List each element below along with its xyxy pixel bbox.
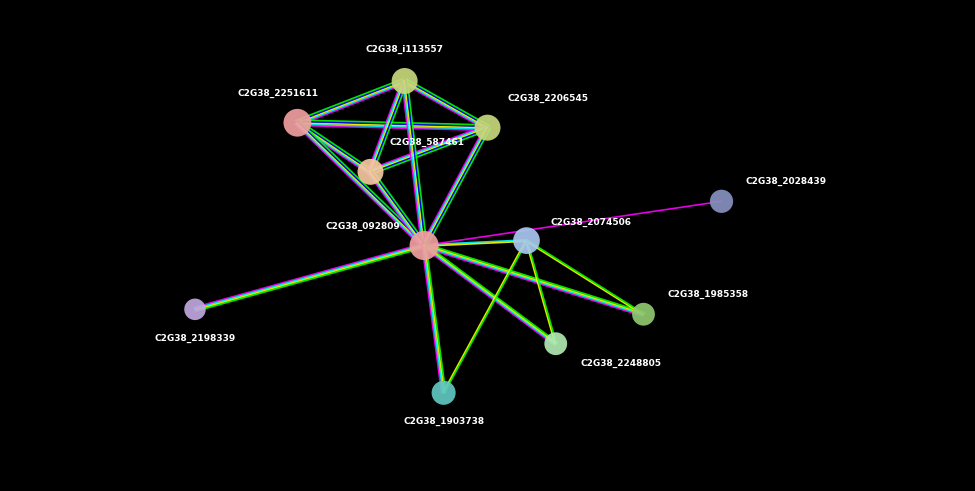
Text: C2G38_2028439: C2G38_2028439 <box>746 177 827 186</box>
Text: C2G38_092809: C2G38_092809 <box>325 222 400 231</box>
Point <box>290 119 305 127</box>
Text: C2G38_2198339: C2G38_2198339 <box>154 334 236 343</box>
Text: C2G38_i113557: C2G38_i113557 <box>366 45 444 54</box>
Point <box>636 310 651 318</box>
Point <box>436 389 451 397</box>
Text: C2G38_2206545: C2G38_2206545 <box>507 94 588 103</box>
Point <box>480 124 495 132</box>
Point <box>397 77 412 85</box>
Text: C2G38_1903738: C2G38_1903738 <box>403 417 485 427</box>
Point <box>187 305 203 313</box>
Text: C2G38_2074506: C2G38_2074506 <box>551 218 632 226</box>
Text: C2G38_2251611: C2G38_2251611 <box>237 89 319 98</box>
Point <box>548 340 564 348</box>
Text: C2G38_2248805: C2G38_2248805 <box>580 359 661 368</box>
Text: C2G38_1985358: C2G38_1985358 <box>668 290 749 299</box>
Point <box>363 168 378 176</box>
Point <box>519 237 534 245</box>
Point <box>416 242 432 249</box>
Point <box>714 197 729 205</box>
Text: C2G38_587461: C2G38_587461 <box>390 138 465 147</box>
